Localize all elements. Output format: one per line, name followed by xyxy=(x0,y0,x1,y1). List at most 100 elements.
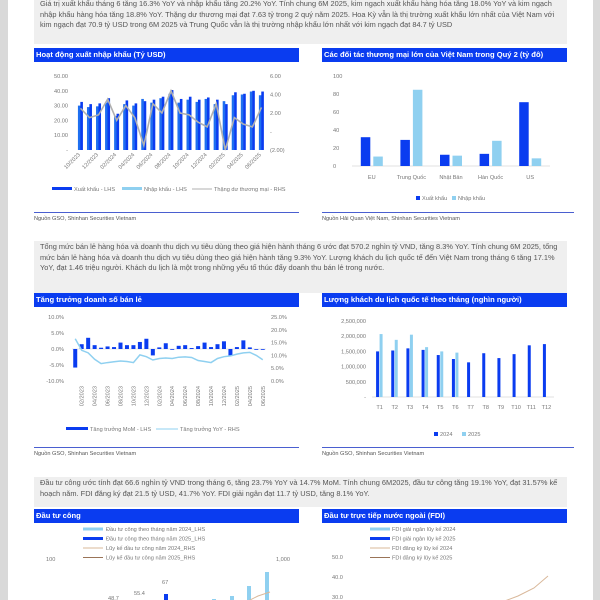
mom-bar xyxy=(112,347,117,349)
x-axis-tick: 12/2023 xyxy=(144,386,150,406)
mom-bar xyxy=(183,345,188,349)
x-axis-tick: 02/2024 xyxy=(157,386,163,406)
arrivals-2024-bar xyxy=(436,355,440,397)
y-axis-tick: - xyxy=(364,395,366,401)
left-axis-tick: 100 xyxy=(46,557,55,563)
mom-bar xyxy=(176,345,181,349)
arrivals-2025-bar xyxy=(425,347,429,397)
y-axis-tick: 50.0 xyxy=(332,555,343,561)
mom-bar xyxy=(247,347,252,349)
x-axis-tick: US xyxy=(526,175,534,181)
export-bar xyxy=(89,104,92,150)
arrivals-2024-bar xyxy=(391,350,395,397)
x-axis-tick: 02/2023 xyxy=(80,386,86,406)
left-axis-tick: 10.0% xyxy=(48,315,64,321)
export-bar xyxy=(188,96,192,150)
mom-bar xyxy=(234,347,239,349)
report-page: Giá trị xuất khẩu tháng 6 tăng 16.3% YoY… xyxy=(8,0,593,600)
legend-swatch xyxy=(370,537,390,540)
import-bar xyxy=(168,93,171,150)
export-bar xyxy=(440,154,450,166)
trade-partners-title: Các đối tác thương mại lớn của Việt Nam … xyxy=(322,48,567,62)
arrivals-2024-bar xyxy=(376,351,380,397)
investment-summary-paragraph: Đầu tư công ước tính đạt 66.6 nghìn tỷ V… xyxy=(34,477,567,507)
x-axis-tick: T8 xyxy=(482,405,489,411)
x-axis-tick: 06/2025 xyxy=(244,152,263,171)
export-bar xyxy=(161,96,165,150)
x-axis-tick: 06/2023 xyxy=(106,386,112,406)
x-axis-tick: T10 xyxy=(511,405,521,411)
legend-import-swatch xyxy=(122,187,142,190)
legend-yoy-label: Tăng trưởng YoY - RHS xyxy=(180,426,240,433)
fdi-registered-2024-line xyxy=(505,575,549,600)
right-axis-tick: 5.0% xyxy=(271,366,284,372)
investment-bar xyxy=(230,596,234,600)
mom-bar xyxy=(202,342,207,349)
mom-bar xyxy=(215,344,220,349)
export-bar xyxy=(152,99,156,150)
legend-export-swatch xyxy=(52,187,72,190)
x-axis-tick: 08/2023 xyxy=(119,386,125,406)
legend-2025-label: 2025 xyxy=(468,432,480,438)
x-axis-tick: 06/2024 xyxy=(183,386,189,406)
x-axis-tick: 02/2025 xyxy=(235,386,241,406)
import-bar xyxy=(177,102,181,150)
public-investment-chart: Đầu tư công theo tháng năm 2024_LHS Đầu t… xyxy=(34,524,299,600)
x-axis-tick: T2 xyxy=(391,405,398,411)
mom-bar xyxy=(260,349,265,350)
data-label: 67 xyxy=(162,580,168,586)
fdi-title: Đầu tư trực tiếp nước ngoài (FDI) xyxy=(322,509,567,523)
left-axis-tick: 40.00 xyxy=(54,89,68,95)
legend-swatch xyxy=(370,527,390,531)
x-axis-tick: T12 xyxy=(542,405,552,411)
x-axis-tick: 10/2024 xyxy=(209,386,215,406)
trade-partners-chart: 100 80 60 40 20 0 EU Trung Quốc Nhật Bản Hàn Quốc… xyxy=(322,64,572,204)
arrivals-2024-bar xyxy=(421,349,425,397)
arrivals-2024-bar xyxy=(527,345,531,397)
arrivals-2024-bar xyxy=(406,348,410,397)
mom-bar xyxy=(137,341,142,349)
x-axis-tick: 12/2024 xyxy=(190,152,209,171)
import-bar xyxy=(186,99,190,150)
legend-label: Đầu tư công theo tháng năm 2025_LHS xyxy=(106,537,205,543)
export-bar xyxy=(479,153,490,166)
left-axis-tick: -5.0% xyxy=(49,363,64,369)
left-axis-tick: 0.0% xyxy=(51,347,64,353)
x-axis-tick: 08/2024 xyxy=(196,386,202,406)
import-bar xyxy=(204,98,208,150)
export-bar xyxy=(360,137,371,166)
legend-mom-swatch xyxy=(66,427,88,430)
export-bar xyxy=(107,98,111,150)
data-label: 48.7 xyxy=(108,596,119,600)
left-axis-tick: - xyxy=(66,148,68,154)
trade-activity-source: Nguồn GSO, Shinhan Securities Vietnam xyxy=(34,212,299,222)
arrivals-2025-bar xyxy=(409,334,413,397)
mom-bar xyxy=(92,345,97,349)
left-axis-tick: 5.0% xyxy=(51,331,64,337)
export-bar xyxy=(519,102,529,166)
y-axis-tick: 1,500,000 xyxy=(341,349,366,355)
legend-import-label: Nhập khẩu - LHS xyxy=(144,186,187,193)
export-bar xyxy=(170,90,174,150)
import-bar xyxy=(531,158,542,166)
export-bar xyxy=(261,91,264,150)
export-bar xyxy=(116,113,120,150)
import-bar xyxy=(141,98,144,150)
export-bar xyxy=(225,104,228,150)
legend-label: Lũy kế đầu tư công năm 2024_RHS xyxy=(106,546,196,552)
export-bar xyxy=(134,103,138,150)
y-axis-tick: 30.0 xyxy=(332,595,343,600)
export-bar xyxy=(80,101,83,150)
left-axis-tick: 30.00 xyxy=(54,104,68,110)
retail-summary-paragraph: Tổng mức bán lẻ hàng hóa và doanh thu dị… xyxy=(34,241,567,293)
right-axis-tick: - xyxy=(270,130,272,136)
right-axis-tick: 6.00 xyxy=(270,74,281,80)
import-bar xyxy=(452,155,462,166)
tourist-arrivals-chart: 2,500,000 2,000,000 1,500,000 1,000,000 500,… xyxy=(322,308,572,438)
x-axis-tick: EU xyxy=(368,175,376,181)
import-bar xyxy=(412,89,423,166)
public-investment-title: Đầu tư công xyxy=(34,509,299,523)
left-axis-tick: 50.00 xyxy=(54,74,68,80)
mom-bar xyxy=(86,337,91,349)
arrivals-2024-bar xyxy=(542,344,546,397)
